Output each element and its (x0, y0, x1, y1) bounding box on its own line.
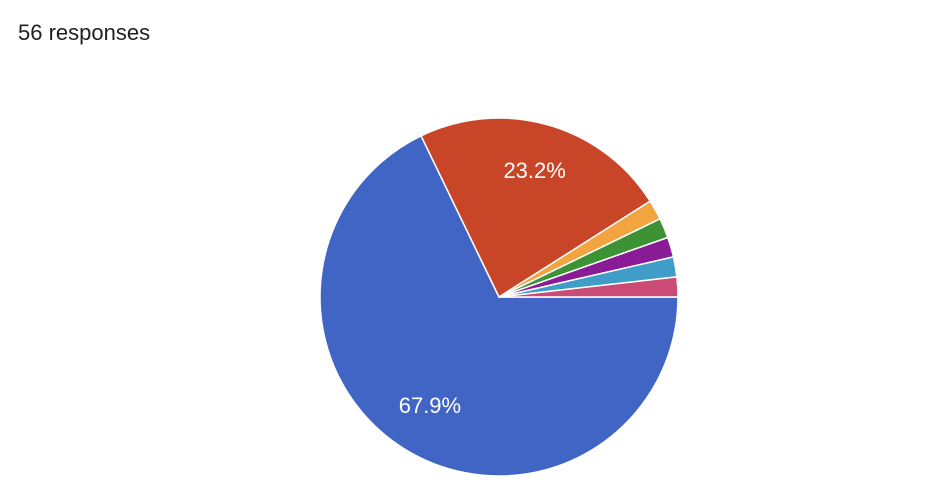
pie-slice (498, 275, 679, 298)
data-label: 67.9% (399, 393, 461, 418)
chart-title: 56 responses (18, 20, 150, 45)
pie-slice (420, 117, 652, 299)
data-label: 23.2% (503, 158, 565, 183)
pie-slice (319, 134, 679, 477)
